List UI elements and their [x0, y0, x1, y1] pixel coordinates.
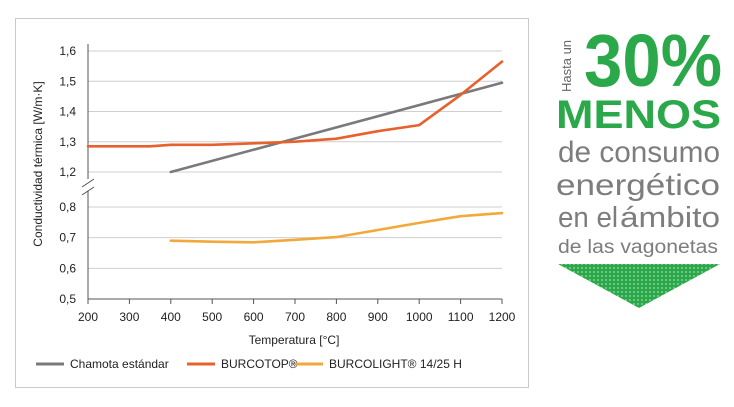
chart-panel: 0,5 0,6 0,7 0,8 1,2 1,3 1,4 1,5 1,6 200 300 400 500 6… — [15, 18, 529, 388]
axis-break-mark — [81, 186, 95, 196]
x-tick-label: 1000 — [406, 310, 433, 324]
y-tick-label: 0,8 — [59, 200, 76, 214]
x-tick-label: 200 — [78, 310, 98, 324]
y-tick-label: 1,2 — [59, 165, 76, 179]
promo-down-arrow-icon — [558, 264, 720, 308]
promo-line3b: ámbito — [620, 202, 720, 234]
x-tick-label: 400 — [161, 310, 181, 324]
series-lines — [86, 60, 504, 244]
axes — [81, 44, 503, 304]
x-tick-label: 800 — [326, 310, 346, 324]
y-tick-label: 0,7 — [59, 231, 76, 245]
series-line-2 — [86, 60, 504, 148]
x-tick-label: 600 — [244, 310, 264, 324]
legend-label-1: Chamota estándar — [70, 357, 169, 371]
y-tick-label: 1,3 — [59, 135, 76, 149]
legend: Chamota estándar BURCOTOP® BURCOLIGHT® 14/… — [36, 357, 462, 371]
promo-banner: Hasta un 30% MENOS de consumo energético… — [556, 19, 722, 308]
x-axis-label: Temperatura [°C] — [249, 333, 340, 347]
gridlines — [88, 50, 502, 269]
y-axis-label: Conductividad térmica [W/m·K] — [31, 81, 45, 246]
x-tick-label: 900 — [368, 310, 388, 324]
x-tick-label: 700 — [285, 310, 305, 324]
promo-line2: energético — [556, 169, 720, 202]
y-tick-label: 1,4 — [59, 105, 76, 119]
promo-prefix: Hasta un — [559, 40, 574, 92]
promo-line4: de las vagonetas — [558, 237, 718, 258]
x-tick-label: 1100 — [448, 310, 474, 324]
y-tick-label: 1,5 — [59, 74, 76, 88]
series-line-1 — [169, 81, 504, 174]
y-tick-label: 1,6 — [59, 44, 76, 58]
line-chart: 0,5 0,6 0,7 0,8 1,2 1,3 1,4 1,5 1,6 200 300 400 500 6… — [31, 44, 516, 371]
legend-label-2: BURCOTOP® — [221, 357, 298, 371]
series-line-3 — [169, 211, 504, 244]
x-tick-label: 300 — [119, 310, 139, 324]
legend-label-3: BURCOLIGHT® 14/25 H — [329, 357, 462, 371]
promo-percent: 30% — [584, 19, 722, 102]
axis-break-mark — [81, 178, 95, 188]
tick-labels: 0,5 0,6 0,7 0,8 1,2 1,3 1,4 1,5 1,6 200 300 400 500 6… — [59, 44, 515, 324]
x-tick-label: 1200 — [489, 310, 516, 324]
x-tick-label: 500 — [202, 310, 222, 324]
promo-line3a: en el — [558, 202, 618, 234]
promo-menos: MENOS — [556, 93, 721, 137]
promo-line1: de consumo — [558, 136, 720, 169]
y-tick-label: 0,6 — [59, 261, 76, 275]
y-tick-label: 0,5 — [59, 292, 76, 306]
